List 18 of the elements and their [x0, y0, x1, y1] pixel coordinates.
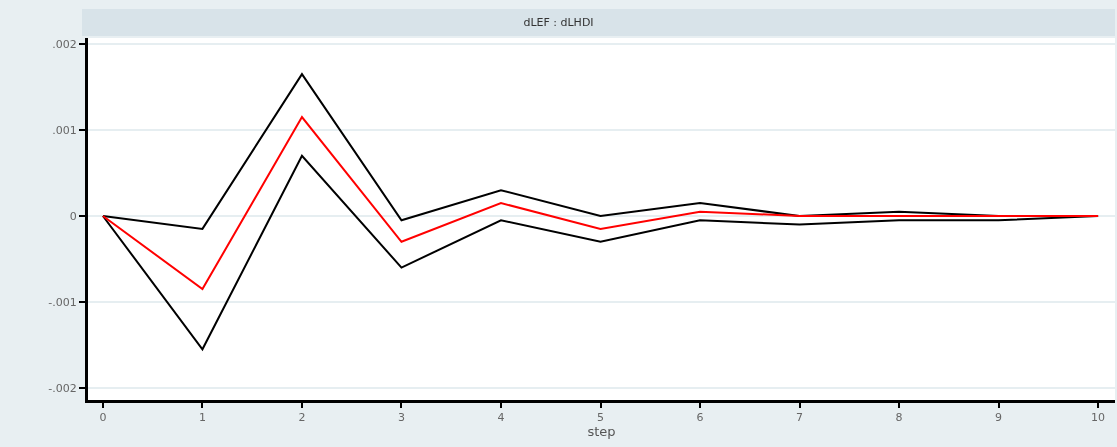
x-tick-label: 2 — [298, 411, 306, 425]
x-axis-title: step — [587, 424, 616, 440]
y-tick-label: -.001 — [48, 295, 77, 309]
x-tick-label: 5 — [597, 411, 604, 425]
x-tick-label: 9 — [995, 411, 1003, 425]
x-tick-label: 3 — [397, 411, 405, 425]
x-tick-label: 7 — [796, 411, 804, 425]
y-tick-label: -.002 — [48, 381, 77, 395]
y-tick-label: .001 — [52, 123, 77, 137]
x-tick-label: 10 — [1091, 411, 1106, 425]
chart-title: dLEF : dLHDI — [523, 15, 594, 29]
x-tick-label: 1 — [198, 411, 206, 425]
y-tick-label: 0 — [69, 209, 77, 223]
x-tick-label: 0 — [99, 411, 107, 425]
y-tick-label: .002 — [52, 37, 77, 51]
x-tick-label: 4 — [497, 411, 505, 425]
x-tick-label: 6 — [696, 411, 704, 425]
x-tick-label: 8 — [895, 411, 903, 425]
